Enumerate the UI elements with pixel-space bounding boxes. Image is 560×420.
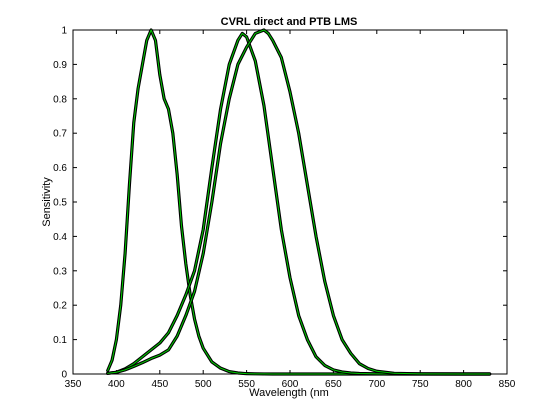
x-tick-label: 600: [282, 379, 299, 390]
y-tick-label: 0.5: [53, 198, 67, 209]
series-line-1-outer: [106, 28, 492, 376]
x-tick-label: 850: [499, 379, 516, 390]
x-tick-label: 800: [455, 379, 472, 390]
x-tick-label: 750: [412, 379, 429, 390]
x-axis-label: Wavelength (nm: [249, 387, 329, 399]
x-tick-label: 350: [65, 379, 82, 390]
x-tick-label: 500: [195, 379, 212, 390]
series-line-1: [107, 29, 491, 375]
y-tick-label: 0: [61, 370, 67, 381]
y-tick-label: 0.6: [53, 163, 67, 174]
y-axis-label: Sensitivity: [41, 177, 53, 227]
series-line-2-outer: [106, 31, 492, 376]
y-tick-label: 0.1: [53, 335, 67, 346]
series-line-2: [107, 32, 491, 375]
plot-area: 350 400 450 500 550 600 650 700 750 800 850 0 0.1 0.2…: [53, 26, 516, 391]
y-tick-label: 1: [61, 26, 67, 37]
x-tick-label: 650: [325, 379, 342, 390]
x-tick-label: 400: [108, 379, 125, 390]
y-tick-label: 0.8: [53, 94, 67, 105]
y-tick-label: 0.2: [53, 301, 67, 312]
series-line-3-outer: [106, 28, 492, 376]
x-tick-label: 550: [238, 379, 255, 390]
series-line-3: [107, 29, 491, 375]
x-tick-label: 450: [151, 379, 168, 390]
y-tick-label: 0.3: [53, 266, 67, 277]
y-tick-label: 0.4: [53, 232, 67, 243]
y-tick-label: 0.7: [53, 129, 67, 140]
y-tick-label: 0.9: [53, 60, 67, 71]
chart-title: CVRL direct and PTB LMS: [221, 16, 358, 28]
x-tick-label: 700: [368, 379, 385, 390]
